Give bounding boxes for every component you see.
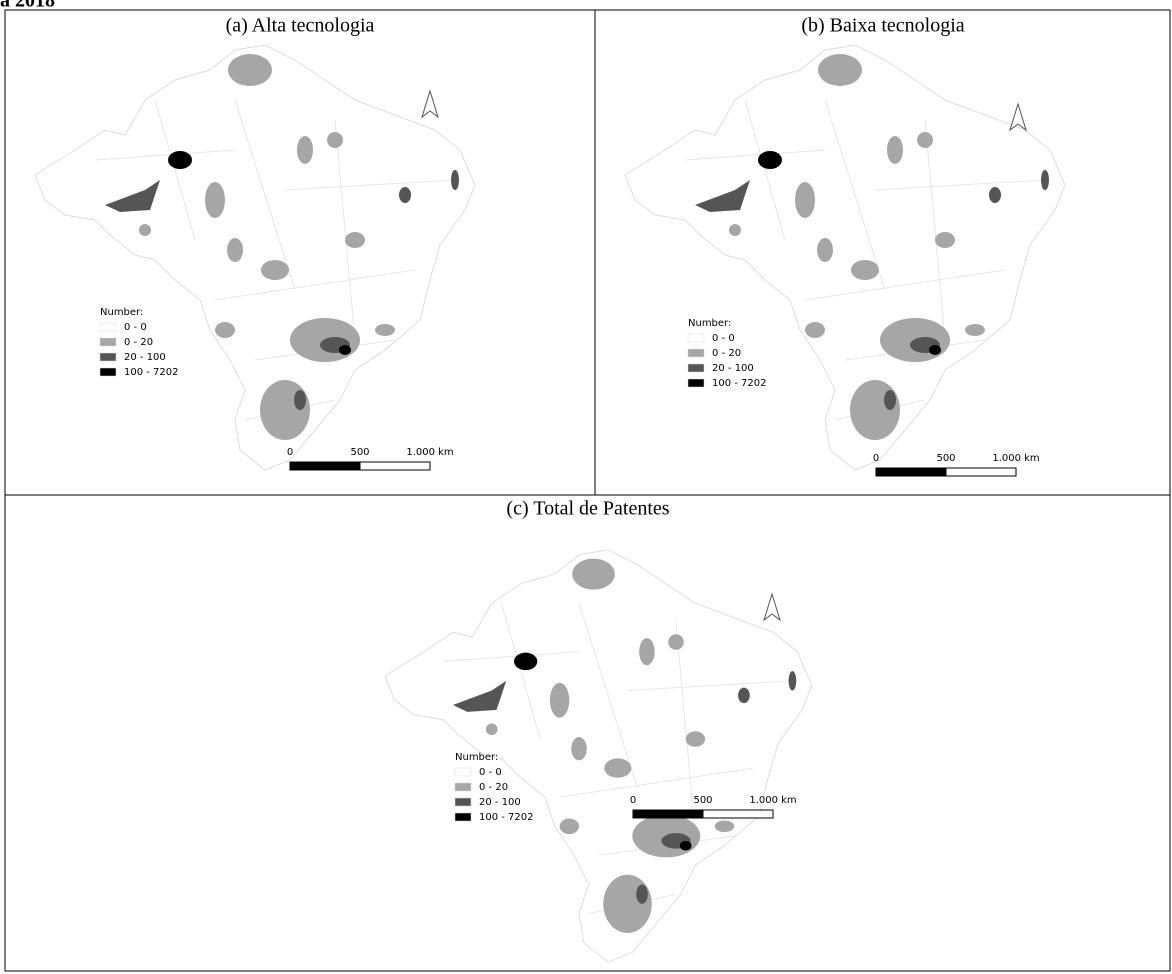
legend-label: 100 - 7202	[124, 367, 179, 378]
scale-label: 1.000 km	[749, 795, 796, 806]
legend-swatch	[455, 768, 471, 776]
legend-title: Number:	[100, 307, 143, 318]
scale-label: 1.000 km	[406, 447, 453, 458]
legend-swatch	[455, 813, 471, 821]
scale-bar	[946, 468, 1016, 476]
legend-title: Number:	[455, 752, 498, 763]
legend-swatch	[100, 338, 116, 346]
scale-bar	[360, 462, 430, 470]
scale-bar	[633, 810, 703, 818]
legend-label: 100 - 7202	[479, 812, 534, 823]
legend-swatch	[100, 323, 116, 331]
legend-label: 20 - 100	[479, 797, 521, 808]
legend-label: 20 - 100	[712, 363, 754, 374]
scale-label: 500	[350, 447, 369, 458]
scale-label: 0	[630, 795, 636, 806]
panel-title: (b) Baixa tecnologia	[801, 15, 964, 37]
legend-swatch	[455, 798, 471, 806]
legend-label: 0 - 0	[479, 767, 502, 778]
scale-label: 500	[936, 453, 955, 464]
legend-swatch	[688, 334, 704, 342]
map	[35, 45, 475, 470]
legend-swatch	[100, 353, 116, 361]
scale-bar	[703, 810, 773, 818]
scale-label: 500	[693, 795, 712, 806]
scale-bar	[876, 468, 946, 476]
legend-label: 20 - 100	[124, 352, 166, 363]
legend-label: 0 - 20	[479, 782, 508, 793]
legend-swatch	[455, 783, 471, 791]
legend-swatch	[688, 364, 704, 372]
north-arrow	[764, 594, 780, 620]
legend-swatch	[688, 349, 704, 357]
legend-swatch	[688, 379, 704, 387]
legend-label: 0 - 0	[712, 333, 735, 344]
caption: a 2018	[0, 0, 55, 12]
panel-title: (a) Alta tecnologia	[226, 15, 375, 37]
legend-label: 100 - 7202	[712, 378, 767, 389]
scale-label: 0	[873, 453, 879, 464]
scale-label: 0	[287, 447, 293, 458]
scale-label: 1.000 km	[992, 453, 1039, 464]
legend-label: 0 - 0	[124, 322, 147, 333]
north-arrow	[422, 91, 438, 117]
scale-bar	[290, 462, 360, 470]
legend-label: 0 - 20	[712, 348, 741, 359]
legend-title: Number:	[688, 318, 731, 329]
map	[625, 45, 1065, 470]
legend-label: 0 - 20	[124, 337, 153, 348]
north-arrow	[1010, 104, 1026, 130]
figure: a 2018 (a) Alta tecnologia Number: 0 - 0 0 …	[0, 0, 1172, 974]
map	[385, 550, 812, 962]
legend-swatch	[100, 368, 116, 376]
panel-title: (c) Total de Patentes	[506, 498, 669, 520]
